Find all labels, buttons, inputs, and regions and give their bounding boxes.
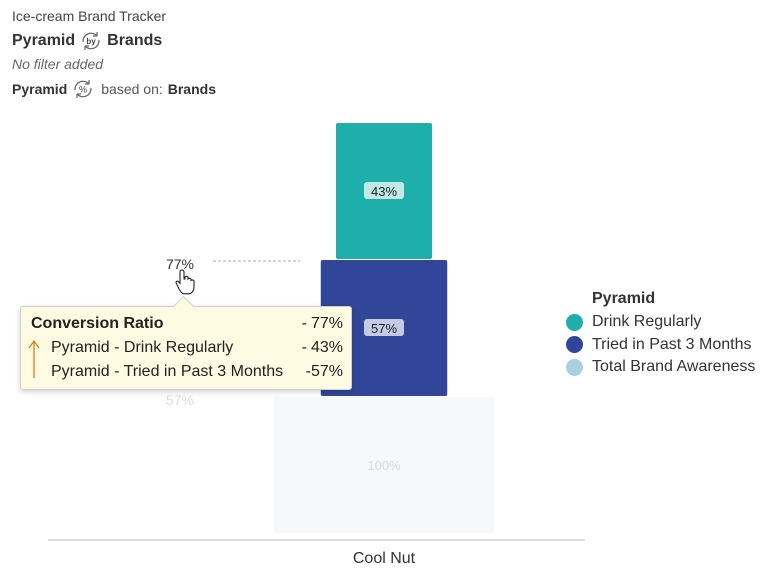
legend-title: Pyramid [592,290,656,307]
data-label: 43% [371,184,397,199]
conversion-tooltip: Conversion Ratio - 77% Pyramid - Drink R… [20,295,352,390]
swap-by-icon[interactable]: by [78,30,104,52]
tooltip-row-name: Pyramid - Tried in Past 3 Months [51,363,284,380]
tooltip-row-value: 43% [310,339,343,356]
based-dimension[interactable]: Brands [167,81,216,97]
svg-text:by: by [86,37,96,46]
tooltip-row-value: 57% [310,363,343,380]
tooltip-separator: - [301,339,307,356]
data-label-background [364,182,404,199]
tooltip-row: Pyramid - Tried in Past 3 Months - 57% [21,363,351,385]
data-label-background [364,319,404,336]
data-label: 57% [371,321,397,336]
legend-item-label: Tried in Past 3 Months [592,335,752,353]
legend-item-tried-past-3-months[interactable]: Tried in Past 3 Months [566,334,755,357]
percent-toggle-icon[interactable]: % [70,78,96,100]
tooltip-title-row: Conversion Ratio - 77% [21,315,351,337]
chart-title: Pyramid by Brands [12,30,162,52]
based-on-label: based on: [101,81,163,97]
app-title: Ice-cream Brand Tracker [12,8,167,24]
legend-item-drink-regularly[interactable]: Drink Regularly [566,311,755,334]
based-measure[interactable]: Pyramid [12,81,68,97]
tooltip-title: Conversion Ratio [31,315,164,332]
legend-swatch [566,313,583,331]
tooltip-separator: - [305,363,311,380]
legend-item-label: Drink Regularly [592,313,702,331]
tooltip-title-value: 77% [310,315,343,332]
filter-status: No filter added [12,56,104,72]
tooltip-separator: - [301,315,307,332]
pyramid-bar-total-brand-awareness[interactable] [274,397,494,533]
title-measure[interactable]: Pyramid [12,32,76,49]
conversion-label-top: 77% [166,256,194,272]
up-arrow-icon [28,339,40,378]
tooltip-row-name: Pyramid - Drink Regularly [51,339,234,356]
based-on-row: Pyramid % based on: Brands [12,78,216,100]
legend-item-label: Total Brand Awareness [592,358,756,376]
legend-item-total-brand-awareness[interactable]: Total Brand Awareness [566,356,755,379]
svg-text:%: % [79,85,87,95]
legend-swatch [566,336,583,354]
chart-legend: Pyramid Drink Regularly Tried in Past 3 … [566,290,755,379]
x-tick-label: Cool Nut [353,550,416,567]
tooltip-row: Pyramid - Drink Regularly - 43% [21,339,351,361]
title-dimension[interactable]: Brands [107,32,163,49]
data-label: 100% [367,458,401,473]
hand-cursor-icon [175,269,195,295]
conversion-label-bottom: 57% [166,392,194,408]
legend-swatch [566,358,583,376]
